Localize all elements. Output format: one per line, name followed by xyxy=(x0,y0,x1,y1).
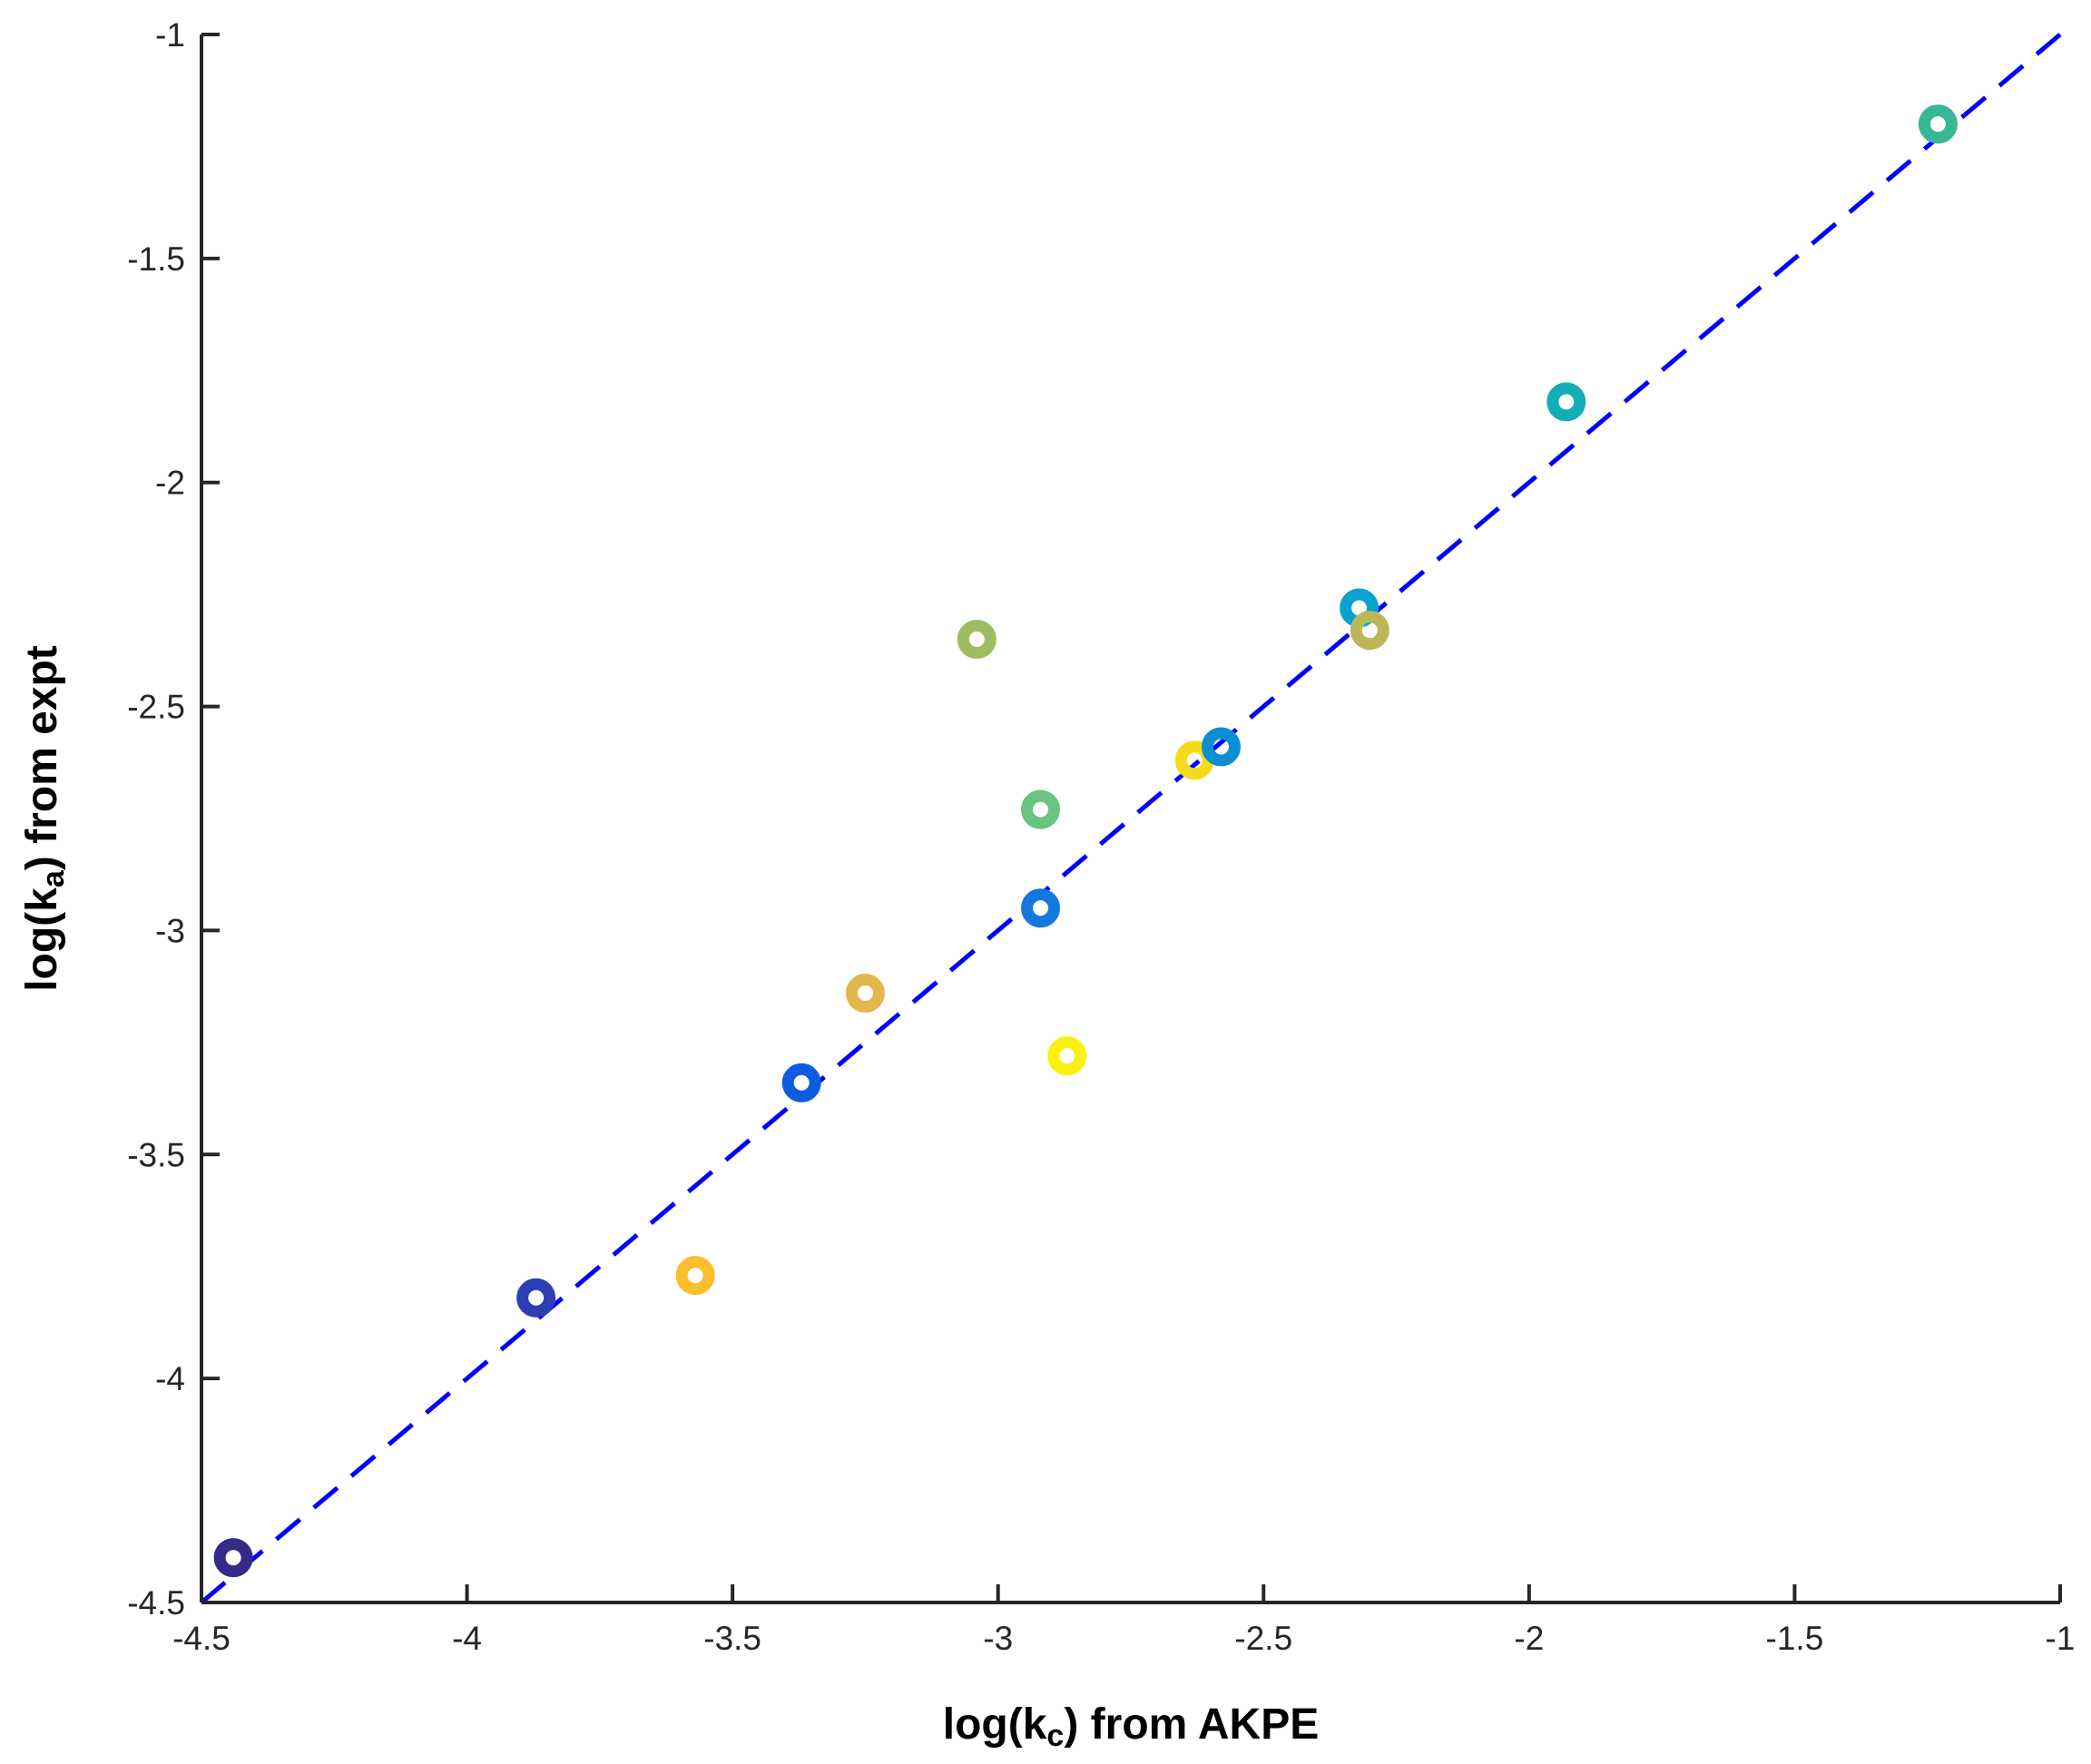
reference-line xyxy=(200,33,2062,1604)
data-point-marker xyxy=(1918,104,1958,144)
x-tick-label: -2 xyxy=(1514,1620,1544,1657)
x-tick-label: -3.5 xyxy=(703,1620,761,1657)
data-point-marker xyxy=(1047,1036,1087,1076)
data-point xyxy=(213,1538,253,1578)
y-tick-label: -2.5 xyxy=(127,689,185,726)
y-tick-label: -3 xyxy=(155,912,185,949)
y-tick-label: -4.5 xyxy=(127,1584,185,1622)
y-tick-label: -3.5 xyxy=(127,1136,185,1173)
x-axis-title-main: log(k xyxy=(943,1700,1047,1749)
data-point-marker xyxy=(1021,789,1061,829)
data-point xyxy=(675,1256,715,1296)
y-tick-label: -2 xyxy=(155,465,185,502)
x-ticks: -4.5 -4 -3.5 -3 -2.5 -2 -1.5 -1 xyxy=(172,1584,2075,1657)
x-tick-label: -1.5 xyxy=(1766,1620,1824,1657)
data-point xyxy=(845,974,885,1014)
x-tick-label: -1 xyxy=(2046,1620,2076,1657)
data-point xyxy=(1546,382,1586,422)
x-axis-title-sub: c xyxy=(1046,1719,1064,1753)
data-point-marker xyxy=(213,1538,253,1578)
y-tick-label: -1 xyxy=(155,16,185,54)
x-tick-label: -3 xyxy=(983,1620,1013,1657)
x-tick-label: -2.5 xyxy=(1234,1620,1292,1657)
data-point xyxy=(1047,1036,1087,1076)
data-point xyxy=(1021,888,1061,928)
data-point-marker xyxy=(1546,382,1586,422)
data-point-marker xyxy=(1021,888,1061,928)
data-point-marker xyxy=(516,1278,556,1318)
points-layer xyxy=(213,104,1958,1578)
data-point-marker xyxy=(845,974,885,1014)
data-point xyxy=(781,1063,821,1102)
x-tick-label: -4.5 xyxy=(172,1620,231,1657)
y-axis-title-tail: ) from expt xyxy=(18,645,66,870)
data-point xyxy=(1918,104,1958,144)
y-ticks: -4.5 -4 -3.5 -3 -2.5 -2 -1.5 -1 xyxy=(127,16,220,1622)
data-point xyxy=(957,620,996,660)
y-axis-title-sub: a xyxy=(36,869,71,887)
data-point-marker xyxy=(957,620,996,660)
y-axis-title-main: log(k xyxy=(18,887,66,992)
data-point-marker xyxy=(1201,727,1241,767)
y-tick-label: -4 xyxy=(155,1360,185,1397)
data-point-marker xyxy=(781,1063,821,1102)
axes xyxy=(200,34,2060,1604)
data-point-marker xyxy=(675,1256,715,1296)
x-axis-title-tail: ) from AKPE xyxy=(1064,1700,1319,1749)
data-point xyxy=(1021,789,1061,829)
x-axis-title: log(kc) from AKPE xyxy=(943,1700,1319,1753)
data-point xyxy=(1350,611,1389,651)
x-tick-label: -4 xyxy=(452,1620,482,1657)
y-axis-title: log(ka) from expt xyxy=(18,645,71,992)
data-point xyxy=(516,1278,556,1318)
reference-line-layer xyxy=(200,33,2062,1604)
data-point xyxy=(1201,727,1241,767)
data-point-marker xyxy=(1350,611,1389,651)
y-tick-label: -1.5 xyxy=(127,240,185,278)
